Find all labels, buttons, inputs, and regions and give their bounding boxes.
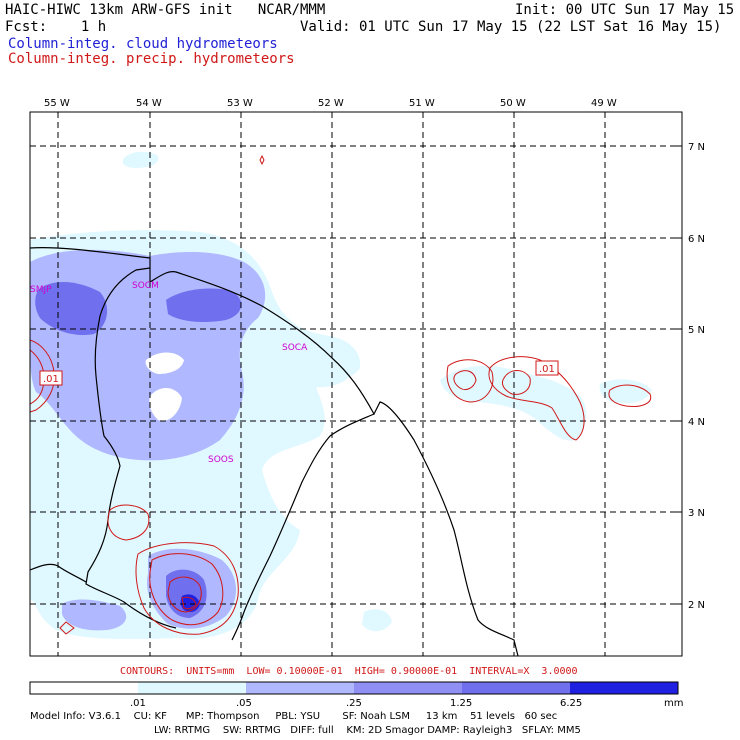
station-socm: SOCM (132, 281, 159, 291)
lat-label-5n: 5 N (688, 325, 705, 336)
lon-label-54w: 54 W (136, 98, 162, 109)
colorbar-label-0: .01 (130, 698, 146, 709)
coastlines (30, 247, 519, 656)
forecast-hour: Fcst: 1 h (5, 19, 107, 35)
colorbar-bin-0 (30, 682, 138, 694)
map-frame (29, 111, 683, 657)
field-label-cloud: Column-integ. cloud hydrometeors (8, 36, 278, 52)
station-soca: SOCA (282, 343, 308, 353)
colorbar-label-1: .05 (236, 698, 252, 709)
svg-text:.01: .01 (43, 374, 59, 385)
lat-label-7n: 7 N (688, 142, 705, 153)
init-time: Init: 00 UTC Sun 17 May 15 (515, 2, 735, 18)
lon-label-51w: 51 W (409, 98, 435, 109)
colorbar-bin-5 (570, 682, 678, 694)
field-label-precip: Column-integ. precip. hydrometeors (8, 51, 295, 67)
colorbar-unit: mm (664, 698, 683, 709)
lon-label-50w: 50 W (500, 98, 526, 109)
contours-info: CONTOURS: UNITS=mm LOW= 0.10000E-01 HIGH… (120, 666, 578, 677)
axis-ticks (57, 112, 682, 605)
plot-title: HAIC-HIWC 13km ARW-GFS init NCAR/MMM (5, 2, 326, 18)
lat-label-6n: 6 N (688, 234, 705, 245)
contour-label-right: .01 (535, 360, 559, 376)
lon-label-52w: 52 W (318, 98, 344, 109)
lat-label-2n: 2 N (688, 600, 705, 611)
colorbar-label-3: 1.25 (450, 698, 472, 709)
lon-label-55w: 55 W (44, 98, 70, 109)
colorbar-label-4: 6.25 (560, 698, 582, 709)
lat-label-3n: 3 N (688, 508, 705, 519)
cloud-shade-gaps (145, 352, 184, 421)
lat-label-4n: 4 N (688, 417, 705, 428)
station-soos: SOOS (208, 455, 234, 465)
svg-text:.01: .01 (539, 364, 555, 375)
colorbar-bin-1 (138, 682, 246, 694)
colorbar: .01 .05 .25 1.25 6.25 mm (29, 681, 683, 709)
lon-label-49w: 49 W (591, 98, 617, 109)
lon-label-53w: 53 W (227, 98, 253, 109)
colorbar-bin-4 (462, 682, 570, 694)
shaded-field (30, 151, 652, 640)
colorbar-label-2: .25 (346, 698, 362, 709)
valid-time: Valid: 01 UTC Sun 17 May 15 (22 LST Sat … (300, 19, 722, 35)
colorbar-bin-3 (354, 682, 462, 694)
colorbar-bin-2 (246, 682, 354, 694)
contour-label-left: .01 (39, 370, 63, 386)
model-info-line1: Model Info: V3.6.1 CU: KF MP: Thompson P… (30, 711, 558, 722)
model-info-line2: LW: RRTMG SW: RRTMG DIFF: full KM: 2D Sm… (154, 725, 581, 736)
station-smjp: SMJP (30, 285, 52, 295)
precip-contours (30, 154, 652, 635)
